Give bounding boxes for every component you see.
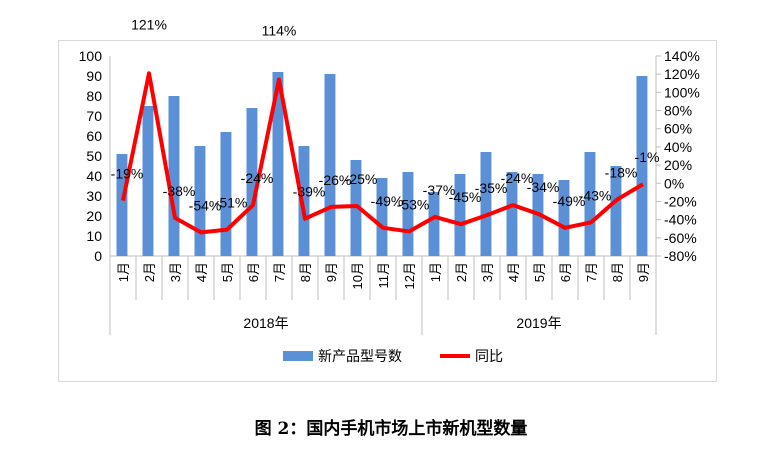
right-tick-label: 40% [664,139,692,155]
right-tick-label: -80% [664,248,697,264]
category-label: 2月 [142,262,157,282]
category-label: 3月 [480,262,495,282]
bar [116,154,128,256]
legend-bar-swatch [283,351,313,361]
bar [142,106,154,256]
data-label: -49% [553,193,586,209]
left-tick-label: 40 [86,168,102,184]
left-tick-label: 30 [86,188,102,204]
data-label: 114% [262,23,297,39]
right-tick-label: 60% [664,121,692,137]
category-label: 12月 [402,262,417,289]
category-label: 4月 [194,262,209,282]
right-tick-label: 0% [664,175,684,191]
data-label: -19% [111,166,144,182]
bar [610,166,622,256]
data-label: -35% [475,180,508,196]
category-label: 4月 [506,262,521,282]
category-label: 10月 [350,262,365,289]
bar [636,76,648,256]
data-label: 121% [131,16,167,32]
data-label: -38% [163,183,196,199]
category-label: 7月 [584,262,599,282]
data-label: -24% [501,170,534,186]
category-label: 2月 [454,262,469,282]
category-label: 11月 [376,262,391,289]
right-tick-label: 120% [664,66,700,82]
left-tick-label: 70 [86,108,102,124]
data-label: -24% [241,170,274,186]
group-label: 2019年 [516,315,561,331]
bar [584,152,596,256]
bar [194,146,206,256]
bar [480,152,492,256]
left-tick-label: 50 [86,148,102,164]
right-tick-label: 140% [664,48,700,64]
category-label: 1月 [428,262,443,282]
left-tick-label: 20 [86,208,102,224]
bar [506,172,518,256]
legend-label: 同比 [475,348,503,364]
data-label: -18% [605,165,638,181]
bar [298,146,310,256]
category-label: 5月 [220,262,235,282]
data-label: -25% [345,171,378,187]
bar [376,178,388,256]
category-label: 1月 [116,262,131,282]
data-label: -39% [293,184,326,200]
category-label: 9月 [636,262,651,282]
data-label: -1% [635,149,660,165]
data-label: -45% [449,189,482,205]
legend-label: 新产品型号数 [318,348,402,364]
bar [168,96,180,256]
data-label: -43% [579,187,612,203]
yoy-line [121,71,645,235]
bar [454,174,466,256]
right-tick-label: -20% [664,193,697,209]
right-tick-label: 100% [664,84,700,100]
category-label: 3月 [168,262,183,282]
right-tick-label: 20% [664,157,692,173]
bar [428,192,440,256]
bar [246,108,258,256]
chart-frame [58,40,717,382]
data-label: -53% [397,196,430,212]
figure-caption: 图 2：国内手机市场上市新机型数量 [254,419,528,439]
data-label: -34% [527,179,560,195]
left-tick-label: 60 [86,128,102,144]
data-label: -49% [371,193,404,209]
group-label: 2018年 [243,315,288,331]
category-label: 9月 [324,262,339,282]
data-label: -54% [189,197,222,213]
right-tick-label: 80% [664,103,692,119]
bar [272,72,284,256]
data-label: -51% [215,195,248,211]
bar [324,74,336,256]
category-label: 6月 [558,262,573,282]
category-label: 8月 [298,262,313,282]
data-label: -26% [319,172,352,188]
left-tick-label: 90 [86,68,102,84]
right-tick-label: -40% [664,212,697,228]
data-label: -37% [423,182,456,198]
left-tick-label: 10 [86,228,102,244]
bar [402,172,414,256]
category-label: 8月 [610,262,625,282]
category-label: 7月 [272,262,287,282]
left-tick-label: 0 [94,248,102,264]
category-label: 5月 [532,262,547,282]
right-tick-label: -60% [664,230,697,246]
bar [558,180,570,256]
left-tick-label: 80 [86,88,102,104]
bar [220,132,232,256]
category-label: 6月 [246,262,261,282]
left-tick-label: 100 [79,48,103,64]
